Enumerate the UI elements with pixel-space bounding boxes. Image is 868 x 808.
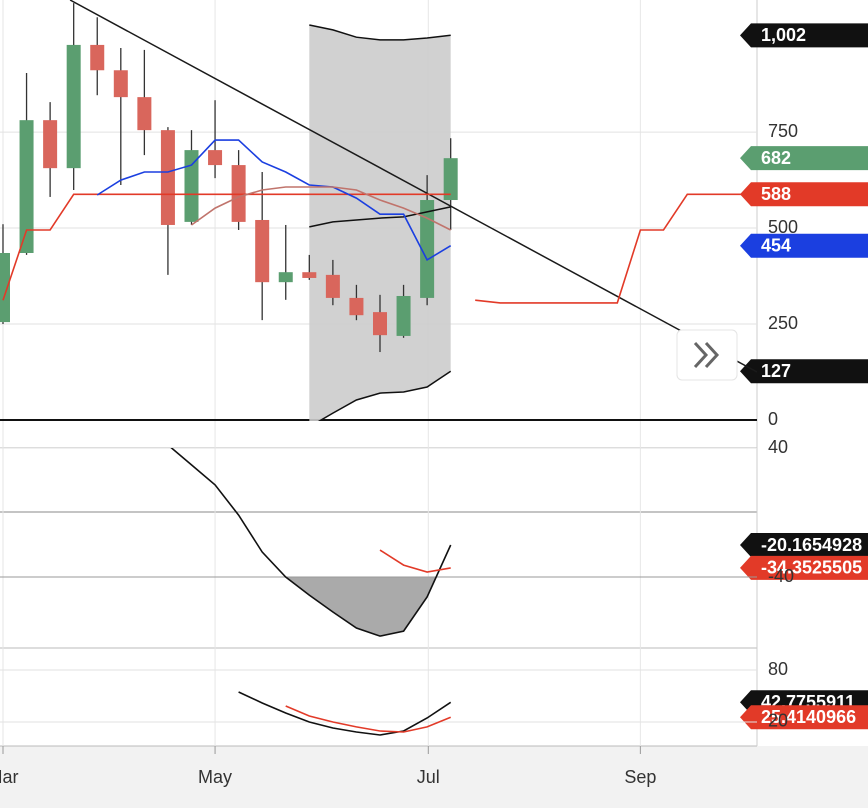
price-tag: -34.3525505 <box>740 555 868 580</box>
candle-body <box>0 252 10 323</box>
price-tag-shape <box>740 146 868 171</box>
price-tag: 682 <box>740 146 868 171</box>
y-tick-label: -40 <box>768 566 794 586</box>
y-tick-label: 20 <box>768 711 788 731</box>
y-tick-label: 250 <box>768 313 798 333</box>
band-area <box>309 24 451 421</box>
band-line <box>317 370 452 421</box>
price-tag: 1,002 <box>740 23 868 48</box>
price-tag-label: 1,002 <box>761 25 806 45</box>
shade-area <box>167 577 451 637</box>
panel <box>0 669 757 736</box>
trendline <box>69 0 757 373</box>
scroll-button[interactable] <box>676 329 738 381</box>
candle-body <box>443 158 458 201</box>
price-tag: -20.1654928 <box>740 533 868 558</box>
price-tag: 588 <box>740 182 868 207</box>
price-tag-label: 588 <box>761 184 791 204</box>
series-line <box>285 705 452 733</box>
y-tick-label: 500 <box>768 217 798 237</box>
candle-body <box>302 272 317 278</box>
series-line <box>379 549 451 573</box>
candle-body <box>19 120 34 253</box>
candle-body <box>325 274 340 298</box>
price-tag-label: 682 <box>761 148 791 168</box>
candle-body <box>208 150 223 166</box>
x-axis-background <box>0 746 868 808</box>
candle-body <box>90 44 105 71</box>
series-line <box>475 193 757 304</box>
candle-body <box>160 130 175 225</box>
price-tag-shape <box>740 555 868 580</box>
price-tag-shape <box>740 359 868 384</box>
tag-layer: 1,002 682 588 454 127 -20.1654928 -34.3525505 4… <box>740 23 868 730</box>
series-line <box>96 139 452 262</box>
x-tick-label: Mar <box>0 767 18 787</box>
y-tick-label: 0 <box>768 409 778 429</box>
price-tag-label: -20.1654928 <box>761 535 862 555</box>
series-line <box>2 193 451 301</box>
band-line <box>309 24 451 41</box>
candle-body <box>349 297 364 316</box>
candle-body <box>278 272 293 283</box>
candle-body <box>372 312 387 336</box>
y-tick-label: 40 <box>768 437 788 457</box>
price-tag-shape <box>740 233 868 258</box>
x-tick-label: Jul <box>417 767 440 787</box>
price-tag: 25.4140966 <box>740 705 868 730</box>
series-line <box>170 448 452 637</box>
x-tick-label: May <box>198 767 232 787</box>
price-tag-shape <box>740 533 868 558</box>
series-line <box>238 691 452 736</box>
y-tick-label: 80 <box>768 659 788 679</box>
candle-body <box>113 70 128 98</box>
candle-body <box>137 97 152 131</box>
candle-body <box>184 150 199 222</box>
price-tag-label: 127 <box>761 361 791 381</box>
panel <box>0 448 757 637</box>
price-tag-label: 25.4140966 <box>761 707 856 727</box>
candle-body <box>255 219 270 283</box>
price-tag: 127 <box>740 359 868 384</box>
y-tick-label: 750 <box>768 121 798 141</box>
candle-body <box>43 120 58 169</box>
price-tag: 454 <box>740 233 868 258</box>
price-tag-label: 454 <box>761 235 791 255</box>
plot-layer: Mar May Jul Sep 1,002 682 588 454 127 -20.1654928… <box>0 0 868 787</box>
x-tick-label: Sep <box>624 767 656 787</box>
price-tag-shape <box>740 705 868 730</box>
price-tag-shape <box>740 23 868 48</box>
series-line <box>191 186 452 231</box>
candle-body <box>231 165 246 222</box>
price-tag-label: -34.3525505 <box>761 558 862 578</box>
scroll-button-icon[interactable] <box>693 341 720 369</box>
candle-body <box>66 44 81 169</box>
price-tag-shape <box>740 182 868 207</box>
panel <box>0 0 757 421</box>
band-line <box>309 206 451 228</box>
candle-body <box>396 295 411 336</box>
candle-body <box>420 200 435 298</box>
